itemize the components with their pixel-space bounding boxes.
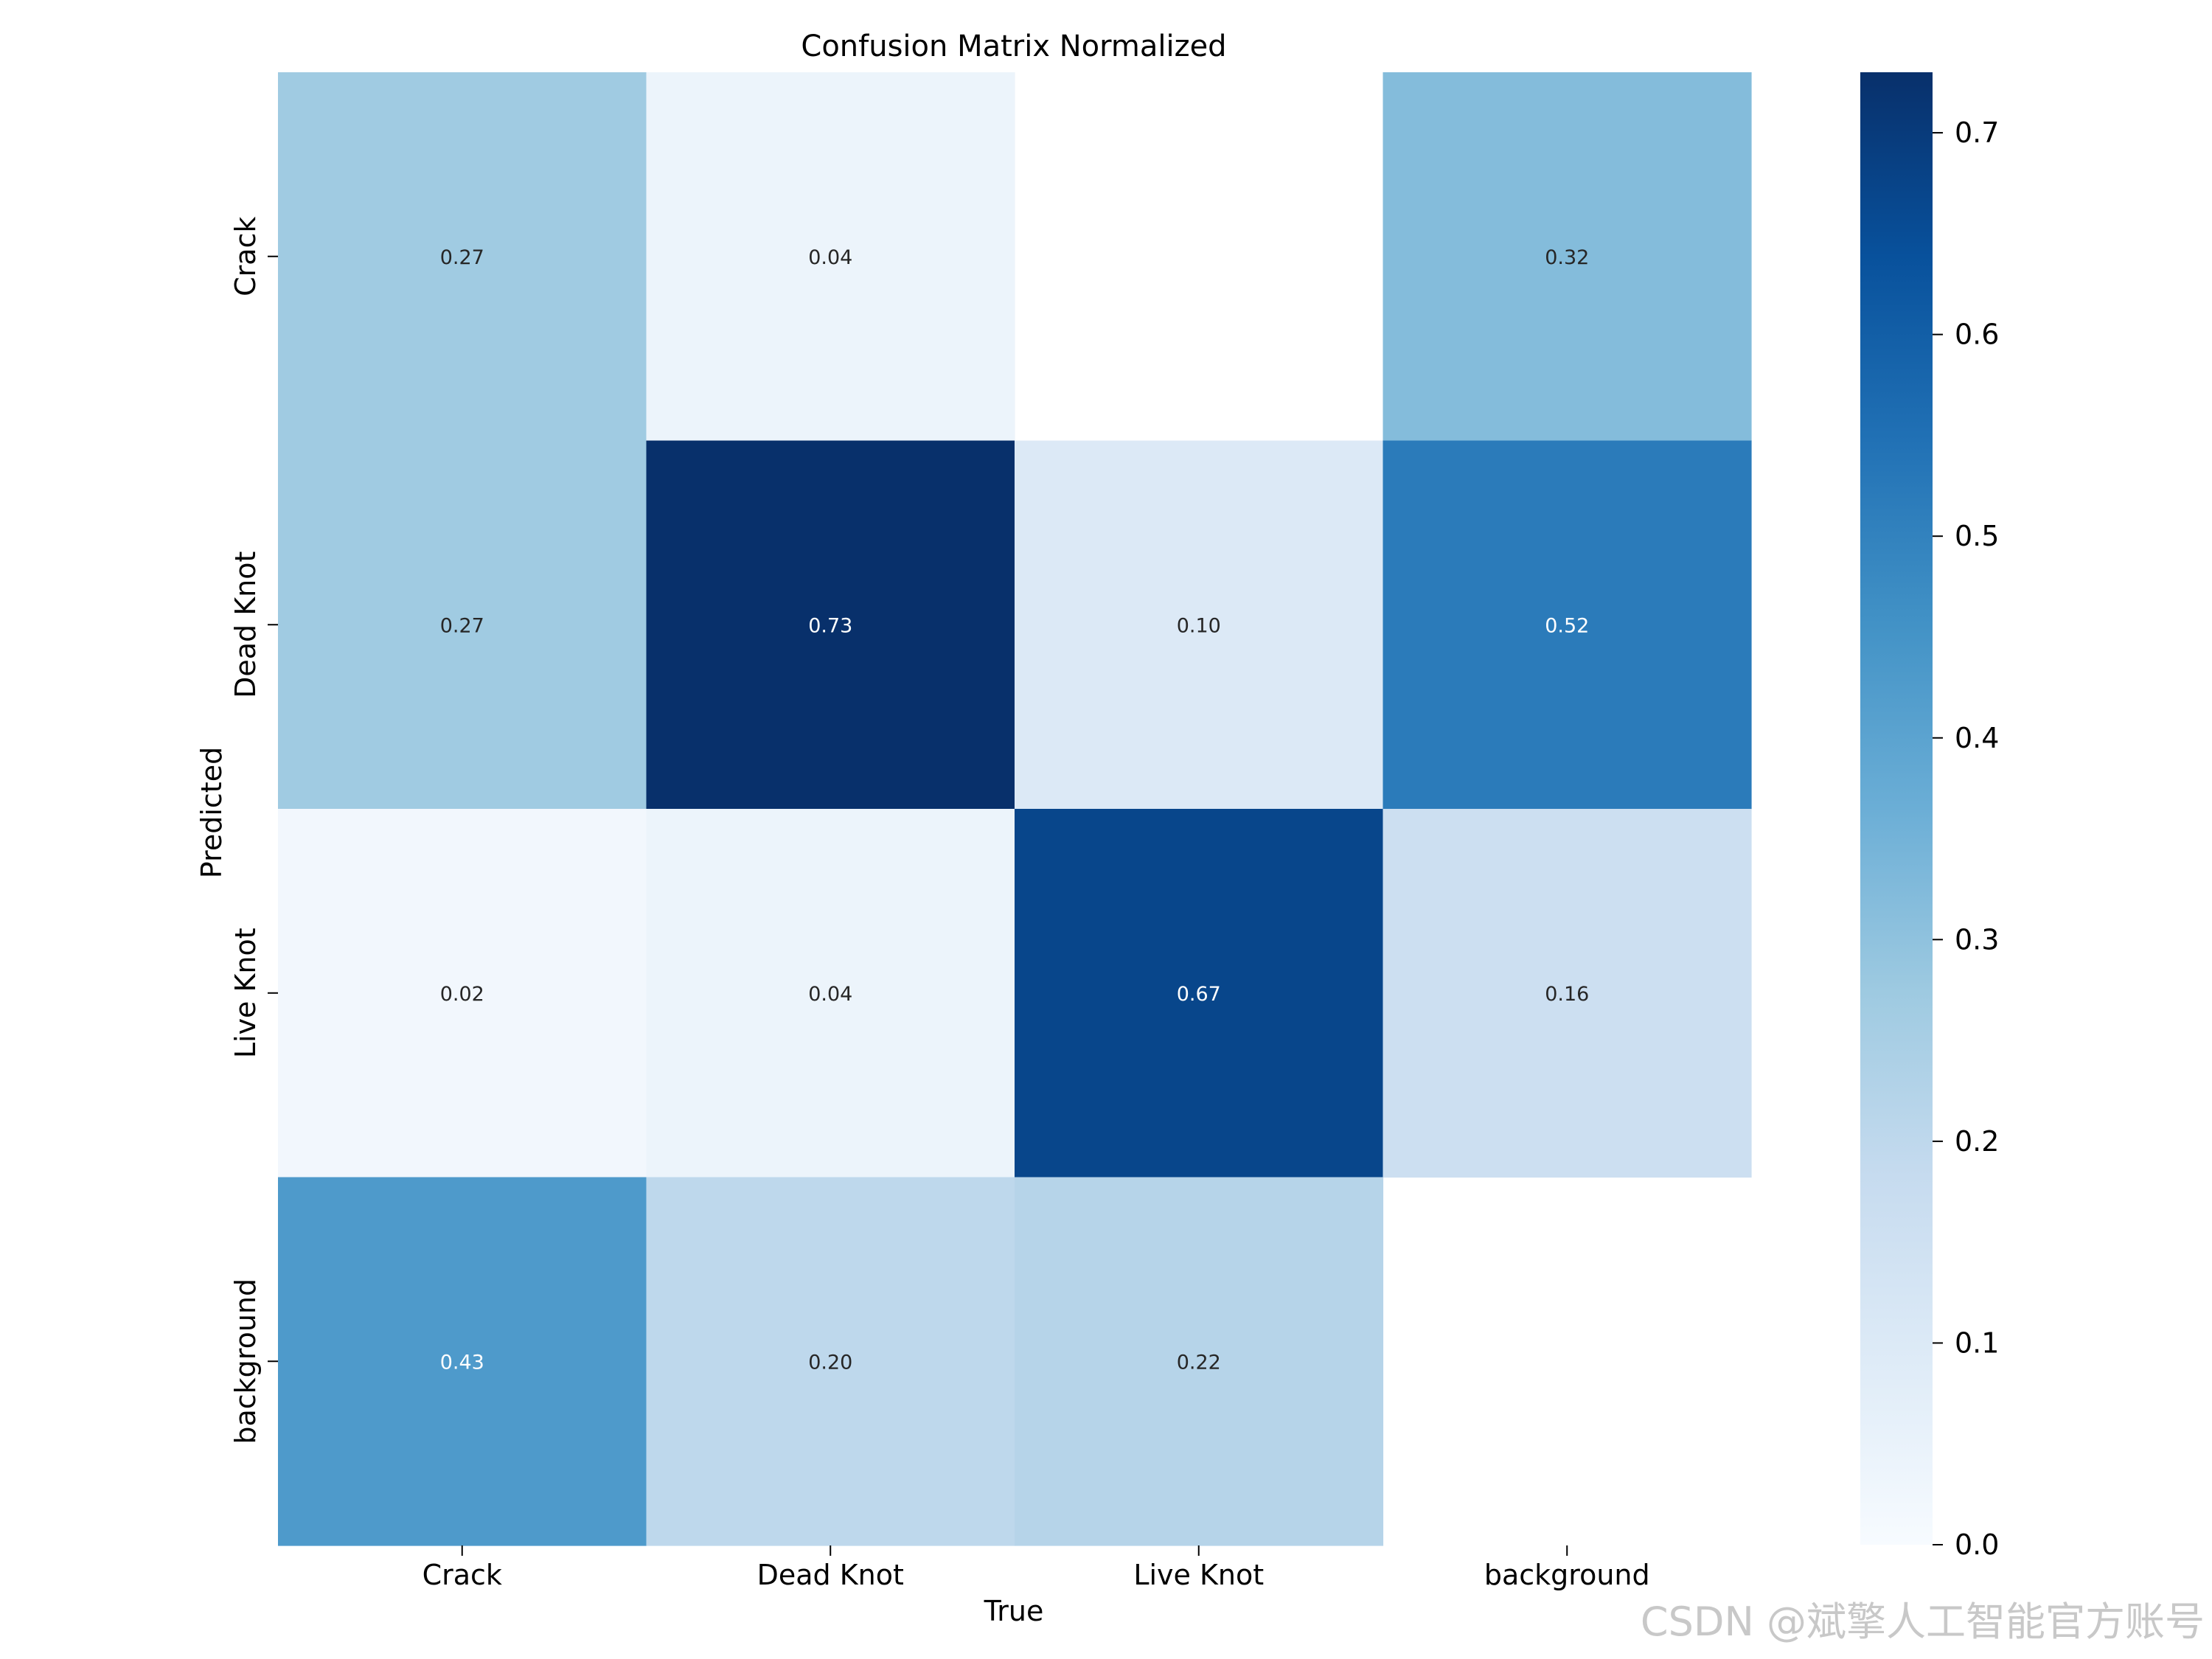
x-tick-label: background [1484, 1559, 1650, 1591]
colorbar-ticks: 0.0 0.1 0.2 0.3 0.4 0.5 0.6 0.7 [1933, 116, 1999, 1561]
cell-value-label: 0.27 [440, 614, 484, 637]
chart-title: Confusion Matrix Normalized [801, 29, 1226, 63]
heatmap-cells [278, 72, 1752, 1546]
heatmap-cell [278, 809, 647, 1178]
cell-value-label: 0.32 [1545, 246, 1589, 269]
cell-value-label: 0.43 [440, 1351, 484, 1374]
heatmap-cell [646, 440, 1015, 810]
cell-value-label: 0.52 [1545, 614, 1589, 637]
x-tick-label: Crack [422, 1559, 502, 1591]
y-tick-label: Live Knot [229, 928, 262, 1058]
heatmap-cell [1015, 440, 1384, 810]
cell-value-label: 0.27 [440, 246, 484, 269]
heatmap-cell [646, 72, 1015, 442]
cell-value-label: 0.10 [1177, 614, 1221, 637]
colorbar-tick-label: 0.1 [1955, 1326, 1999, 1359]
colorbar-tick-label: 0.2 [1955, 1125, 1999, 1158]
y-tick-label: Crack [229, 217, 262, 296]
heatmap-cell [1382, 72, 1752, 442]
heatmap-cell [1382, 440, 1752, 810]
x-axis-label: True [984, 1595, 1044, 1627]
colorbar-tick-label: 0.6 [1955, 319, 1999, 351]
x-tick-label: Live Knot [1133, 1559, 1264, 1591]
heatmap-cell [278, 72, 647, 442]
heatmap-cell [646, 1177, 1015, 1546]
y-tick-label: background [229, 1279, 262, 1444]
heatmap-cell [1382, 809, 1752, 1178]
colorbar-tick-label: 0.7 [1955, 116, 1999, 149]
y-axis-ticks: Crack Dead Knot Live Knot background [229, 217, 278, 1444]
watermark-text: CSDN @斌擎人工智能官方账号 [1641, 1599, 2205, 1645]
y-tick-label: Dead Knot [229, 552, 262, 698]
heatmap-cell [1015, 1177, 1384, 1546]
colorbar-tick-label: 0.5 [1955, 520, 1999, 552]
heatmap-cell [278, 440, 647, 810]
heatmap-cell [646, 809, 1015, 1178]
colorbar-tick-label: 0.0 [1955, 1528, 1999, 1561]
cell-value-label: 0.04 [808, 983, 852, 1006]
colorbar [1860, 72, 1933, 1545]
x-tick-label: Dead Knot [757, 1559, 904, 1591]
heatmap-cell [1015, 809, 1384, 1178]
heatmap-cell [278, 1177, 647, 1546]
cell-value-label: 0.04 [808, 246, 852, 269]
cell-value-label: 0.16 [1545, 983, 1589, 1006]
colorbar-tick-label: 0.4 [1955, 722, 1999, 754]
cell-value-labels: 0.27 0.04 0.32 0.27 0.73 0.10 0.52 0.02 0.04 0.67… [440, 246, 1590, 1374]
cell-value-label: 0.73 [808, 614, 852, 637]
y-axis-label: Predicted [195, 747, 228, 878]
colorbar-tick-label: 0.3 [1955, 923, 1999, 956]
cell-value-label: 0.02 [440, 983, 484, 1006]
cell-value-label: 0.20 [808, 1351, 852, 1374]
cell-value-label: 0.67 [1177, 983, 1221, 1006]
cell-value-label: 0.22 [1177, 1351, 1221, 1374]
x-axis-ticks: Crack Dead Knot Live Knot background [422, 1545, 1650, 1591]
